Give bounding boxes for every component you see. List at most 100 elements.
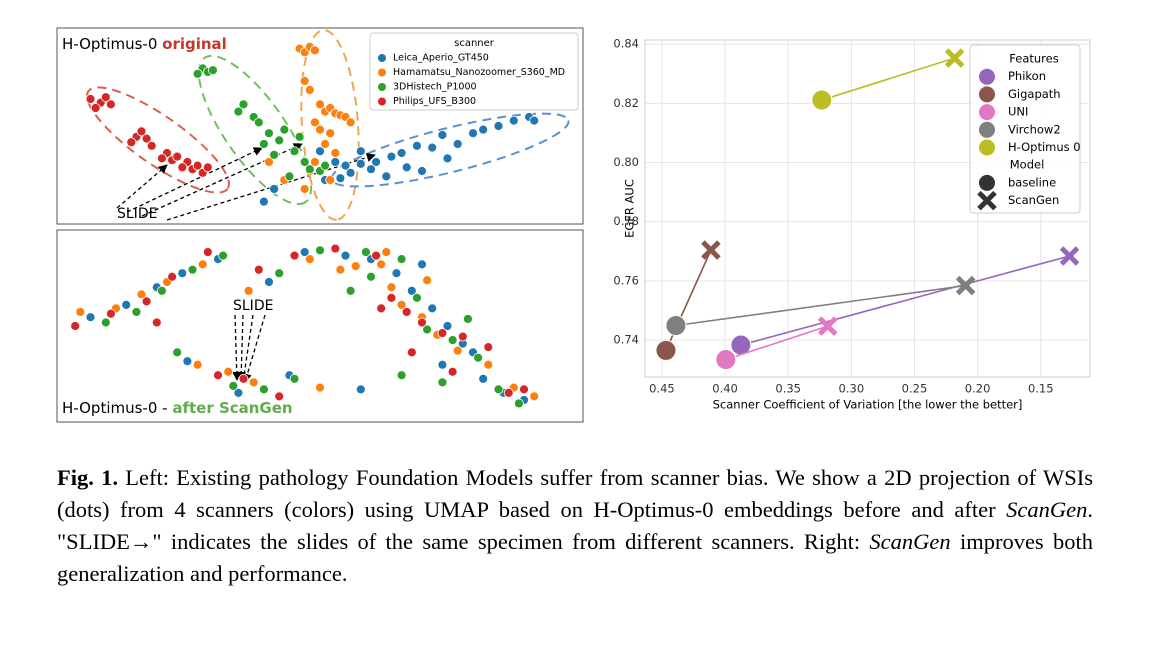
legend-marker (979, 174, 995, 191)
umap-point (106, 99, 116, 110)
umap-point (304, 254, 315, 265)
umap-point (442, 153, 453, 164)
umap-point (233, 387, 244, 398)
umap-point (228, 380, 239, 391)
umap-point (442, 321, 453, 331)
caption-em: ScanGen (1006, 497, 1088, 522)
legend-marker (378, 83, 386, 91)
umap-point (151, 317, 162, 328)
umap-point (157, 285, 167, 296)
umap-point (366, 164, 376, 175)
umap-point (284, 171, 295, 182)
umap-point (274, 391, 285, 402)
umap-point (508, 115, 519, 126)
umap-point (396, 254, 407, 265)
scangen-marker (817, 316, 838, 336)
umap-point (411, 140, 422, 151)
umap-point (264, 277, 274, 287)
caption-label: Fig. 1. (57, 465, 119, 490)
legend-marker (378, 54, 386, 62)
title-emph: after ScanGen (172, 399, 292, 417)
umap-point (335, 173, 346, 184)
scangen-marker (1059, 246, 1080, 266)
scangen-marker (701, 240, 721, 260)
umap-point (503, 387, 514, 398)
umap-point (483, 359, 494, 370)
umap-point (106, 308, 116, 319)
caption: Fig. 1. Left: Existing pathology Foundat… (57, 462, 1093, 590)
umap-point (335, 264, 346, 275)
series-line (725, 325, 828, 361)
umap-point (294, 131, 305, 142)
umap-point (355, 384, 366, 395)
umap-point (345, 117, 356, 128)
title-text: H-Optimus-0 (62, 35, 162, 53)
umap-point (289, 373, 300, 384)
x-tick-label: 0.30 (839, 382, 865, 396)
umap-point (269, 184, 280, 194)
legend-marker (979, 139, 995, 156)
umap-point (345, 167, 356, 178)
legend-label: H-Optimus 0 (1008, 140, 1081, 154)
umap-point (167, 271, 177, 282)
umap-point (233, 106, 244, 117)
umap-point (264, 157, 274, 167)
umap-point (309, 157, 320, 167)
panel-title: H-Optimus-0 - after ScanGen (62, 399, 293, 417)
umap-point (406, 347, 417, 358)
umap-point (473, 352, 484, 363)
legend-label: baseline (1008, 175, 1056, 189)
umap-point (264, 128, 274, 139)
umap-point (376, 303, 387, 314)
umap-point (422, 275, 433, 286)
legend-box (969, 44, 1081, 214)
umap-point (299, 184, 310, 194)
umap-point (355, 146, 366, 157)
umap-point (315, 245, 325, 256)
umap-point (146, 140, 157, 151)
umap-point (248, 377, 259, 388)
umap-point (70, 321, 81, 331)
legend-marker (979, 68, 995, 85)
umap-point (345, 285, 356, 296)
y-tick-label: 0.76 (613, 273, 639, 287)
umap-point (396, 370, 407, 381)
umap-point (396, 148, 407, 158)
umap-point (366, 271, 376, 282)
umap-point (417, 166, 427, 176)
umap-point (376, 259, 387, 270)
y-tick-label: 0.80 (613, 155, 639, 169)
legend-marker (378, 68, 386, 77)
umap-point (350, 261, 361, 272)
umap-point (187, 264, 198, 275)
umap-point (513, 398, 524, 409)
baseline-marker (665, 315, 687, 337)
legend-label: UNI (1008, 105, 1028, 119)
title-emph: original (162, 35, 227, 53)
umap-point (213, 370, 223, 381)
legend-label: Virchow2 (1008, 122, 1061, 136)
umap-point (258, 139, 269, 149)
umap-point (269, 149, 280, 160)
umap-point (85, 312, 96, 323)
slide-arrows (232, 314, 266, 383)
umap-point (417, 317, 427, 328)
umap-point (126, 137, 137, 148)
umap-bottom: H-Optimus-0 - after ScanGen SLIDE (56, 229, 584, 423)
umap-point (406, 285, 417, 296)
umap-point (437, 377, 448, 388)
umap-point (131, 307, 142, 317)
panel-title: H-Optimus-0 original (62, 35, 227, 53)
legend-marker (979, 104, 995, 121)
umap-point (253, 264, 264, 275)
series-line (740, 255, 1070, 346)
caption-em: ScanGen (869, 529, 951, 554)
umap-point (100, 317, 111, 328)
umap-point (253, 117, 264, 128)
umap-point (279, 124, 290, 135)
umap-point (309, 45, 320, 56)
umap-point (493, 121, 504, 131)
umap-point (141, 133, 152, 144)
umap-point (340, 250, 351, 261)
